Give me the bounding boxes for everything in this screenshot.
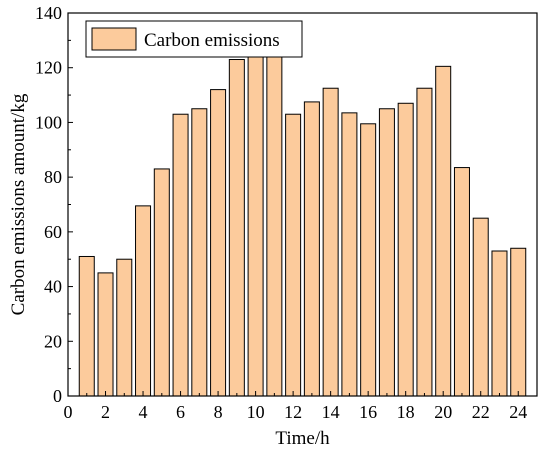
bar-hour-20 [435,65,452,397]
bar-hour-8 [210,89,227,397]
y-tick-label: 20 [44,331,62,351]
bar-hour-14 [322,87,339,397]
x-tick-label: 22 [472,402,490,422]
x-tick-label: 0 [64,402,73,422]
bar-hour-4 [135,205,152,397]
y-tick-label: 40 [44,277,62,297]
bar-hour-12 [285,113,302,397]
x-tick-label: 14 [322,402,340,422]
y-tick-label: 120 [35,58,62,78]
x-tick-label: 4 [139,402,148,422]
bar-hour-17 [378,108,395,397]
x-tick-label: 12 [284,402,302,422]
x-tick-label: 8 [214,402,223,422]
bar-hour-21 [453,167,470,397]
bar-hour-19 [416,87,433,397]
bar-hour-6 [172,113,189,397]
bar-hour-22 [472,217,489,397]
bar-hour-18 [397,102,414,397]
legend-swatch [91,27,137,51]
bar-hour-11 [266,49,283,397]
y-axis-title: Carbon emissions amount/kg [8,93,29,315]
bar-hour-13 [303,101,320,397]
x-tick-label: 24 [509,402,527,422]
plot-frame [67,12,538,397]
bar-hour-10 [247,37,264,397]
y-tick-label: 60 [44,222,62,242]
x-tick-label: 2 [101,402,110,422]
bar-hour-1 [78,255,95,397]
bar-hour-23 [491,250,508,397]
x-axis-title: Time/h [275,428,330,449]
y-tick-label: 140 [35,3,62,23]
bars-group [78,37,527,397]
y-tick-label: 100 [35,112,62,132]
y-tick-label: 0 [53,386,62,406]
bar-hour-24 [510,247,527,397]
bar-hour-5 [153,168,170,397]
x-tick-label: 20 [434,402,452,422]
legend: Carbon emissions [85,20,303,58]
bar-hour-16 [360,123,377,397]
x-tick-label: 10 [247,402,265,422]
y-tick-label: 80 [44,167,62,187]
bar-hour-15 [341,112,358,397]
bar-hour-7 [191,108,208,397]
legend-label: Carbon emissions [144,30,280,51]
x-tick-label: 18 [397,402,415,422]
x-tick-label: 6 [176,402,185,422]
x-tick-label: 16 [359,402,377,422]
bar-hour-2 [97,272,114,397]
bar-hour-3 [116,258,133,397]
bar-hour-9 [228,59,245,397]
